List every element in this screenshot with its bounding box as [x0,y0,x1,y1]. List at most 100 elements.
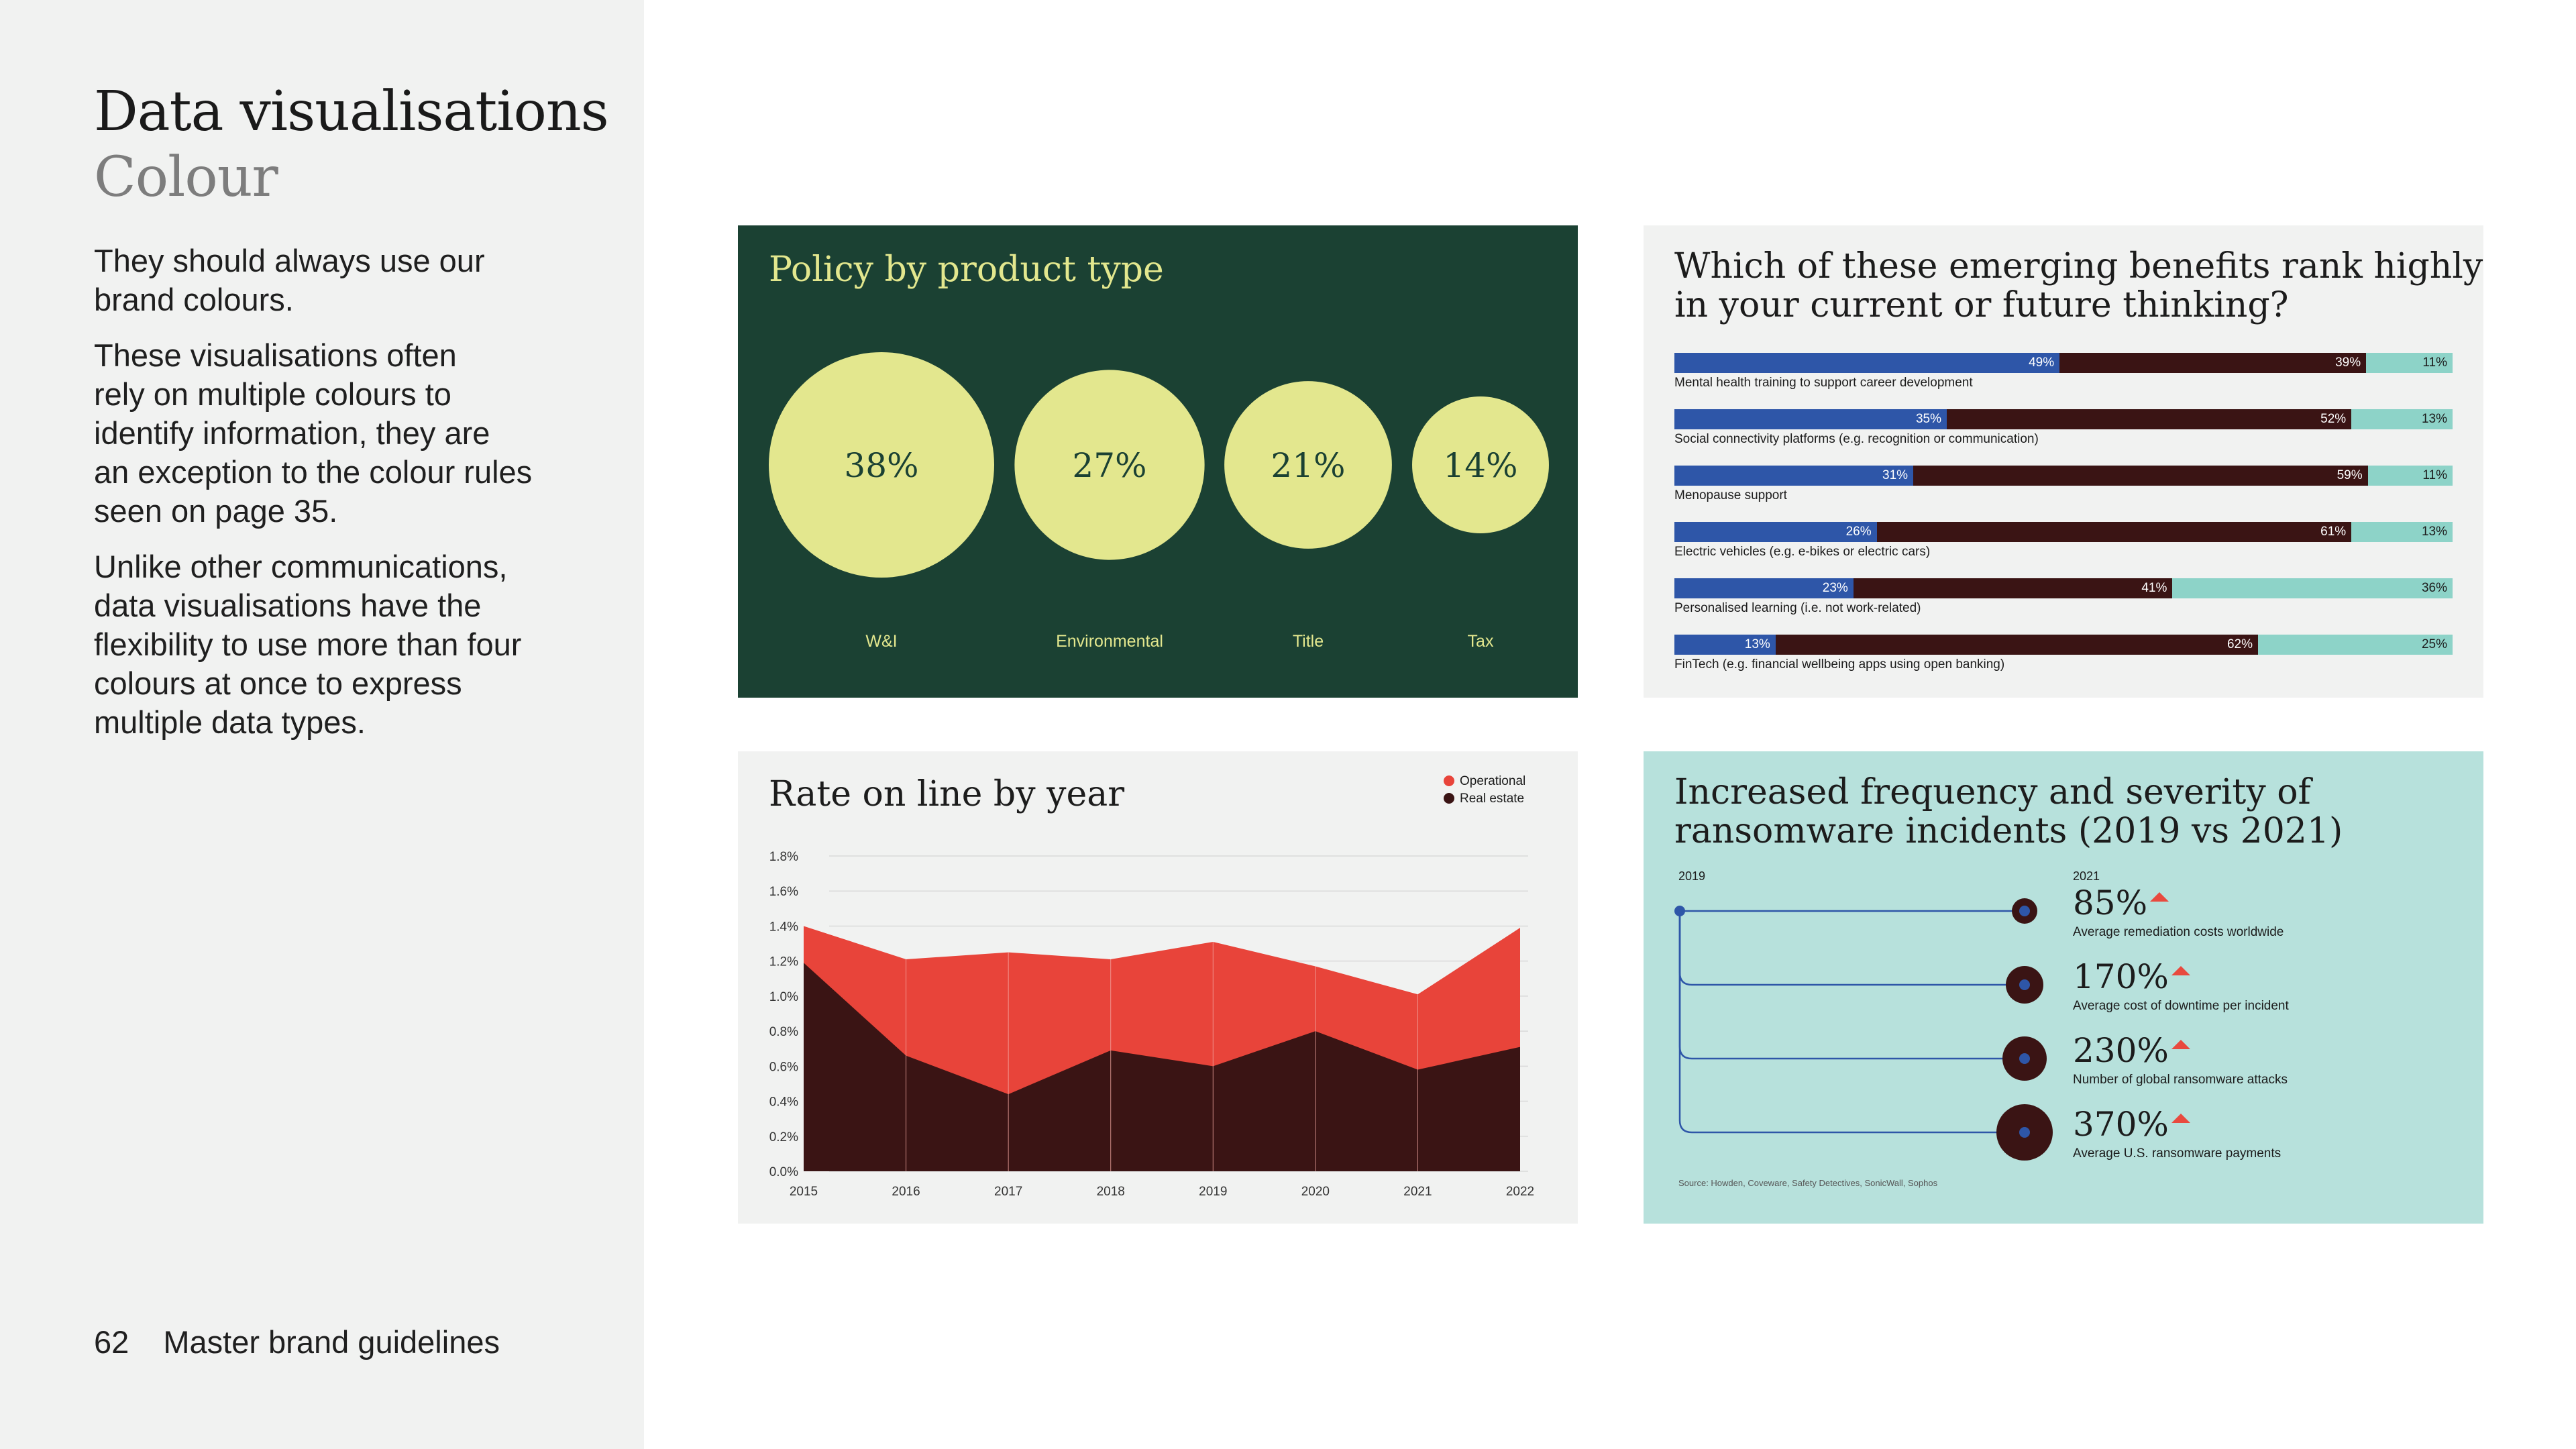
x-tick-label: 2020 [1301,1185,1330,1199]
segment-value-label: 52% [2320,412,2347,426]
bubble [1224,381,1392,549]
paragraph: Unlike other communications, data visual… [94,549,522,740]
rate-chart-panel: Rate on line by year 0.0% 0.2% 0.4% 0.6% 0.8… [738,751,1578,1224]
bubble [1014,370,1205,560]
bar-row: 31% 59% 11% Menopause support [1674,466,2453,504]
arrow-up-icon [2171,966,2190,975]
bar-row: 35% 52% 13% Social connectivity platforms (… [1674,409,2453,447]
x-tick-label: 2015 [790,1185,818,1199]
stat-value: 170% [2073,957,2169,996]
segment-value-label: 62% [2226,637,2253,651]
connector-diagram [1674,898,2053,1161]
chart-title: Rate on line by year [769,774,1125,814]
bar-segment: 39% [2059,353,2367,373]
bar-category-label: Menopause support [1674,488,1787,502]
connector-line [1678,911,2025,1134]
y-tick-label: 1.4% [769,920,798,934]
legend-marker [1444,793,1454,804]
segment-value-label: 11% [2422,468,2447,482]
area-chart: 0.0% 0.2% 0.4% 0.6% 0.8% 1.0% 1.2% 1.4% 1.6% 1.8%… [769,774,1534,1199]
source-note: Source: Howden, Coveware, Safety Detecti… [1678,1178,1938,1188]
ransomware-panel: Increased frequency and severity of rans… [1644,751,2483,1224]
stat-description: Average remediation costs worldwide [2073,925,2284,939]
segment-value-label: 49% [2029,356,2055,370]
stat-value: 230% [2073,1031,2169,1070]
paragraph: They should always use our brand colours… [94,243,485,317]
arrow-up-icon [2171,1040,2190,1049]
y-tick-label: 0.0% [769,1165,798,1179]
bar-segment: 35% [1674,409,1947,429]
bar-row: 13% 62% 25% FinTech (e.g. financial wellbei… [1674,635,2453,673]
y-tick-label: 1.2% [769,955,798,969]
bar-segment: 49% [1674,353,2060,373]
bar-category-label: Personalised learning (i.e. not work-rel… [1674,601,1921,615]
x-tick-label: 2018 [1097,1185,1125,1199]
x-tick-label: 2022 [1506,1185,1534,1199]
legend-label: Real estate [1460,792,1524,806]
bar-segment: 62% [1775,635,2258,655]
stat-description: Average cost of downtime per incident [2073,999,2289,1013]
bar-segment: 36% [2172,578,2453,598]
bar-category-label: Mental health training to support career… [1674,376,1973,390]
paragraph: These visualisations often rely on multi… [94,337,533,529]
bar-segment: 11% [2366,353,2453,373]
year-start-label: 2019 [1678,869,1706,883]
segment-value-label: 13% [2421,525,2447,539]
bar-segment: 13% [2351,409,2453,429]
segment-value-label: 31% [1882,468,1909,482]
stat-description: Number of global ransomware attacks [2073,1073,2288,1087]
bar-track: 23% 41% 36% [1674,578,2453,598]
x-tick-label: 2021 [1403,1185,1432,1199]
benefits-chart-panel: Which of these emerging benefits rank hi… [1644,225,2483,698]
stat-item: 85% Average remediation costs worldwide [2073,884,2284,941]
bubble-value-label: 27% [1072,446,1146,485]
bubble [769,352,994,578]
page-subtitle: Colour [94,146,278,209]
chart-title: Which of these emerging benefits rank hi… [1674,246,2483,325]
bubble-value-label: 14% [1443,446,1517,485]
stat-item: 370% Average U.S. ransomware payments [2073,1106,2281,1162]
segment-value-label: 35% [1915,412,1941,426]
x-tick-label: 2016 [892,1185,920,1199]
y-tick-label: 0.8% [769,1025,798,1039]
bar-segment: 26% [1674,522,1877,542]
policy-chart-panel: Policy by product type 38% W&I 27% Environm… [738,225,1578,698]
x-tick-label: 2017 [994,1185,1022,1199]
segment-value-label: 23% [1822,581,1848,595]
bar-segment: 25% [2257,635,2453,655]
segment-value-label: 13% [1744,637,1770,651]
x-tick-label: 2019 [1199,1185,1227,1199]
page-title: Data visualisations [94,80,609,144]
segment-value-label: 59% [2337,468,2363,482]
segment-value-label: 25% [2421,637,2447,651]
bar-track: 13% 62% 25% [1674,635,2453,655]
y-tick-label: 0.2% [769,1130,798,1144]
category-label: Environmental [1056,632,1163,651]
bar-segment: 61% [1876,522,2352,542]
bubble [1412,396,1549,533]
bar-category-label: Electric vehicles (e.g. e-bikes or elect… [1674,545,1931,559]
bar-segment: 13% [2351,522,2453,542]
segment-value-label: 26% [1845,525,1872,539]
segment-value-label: 11% [2422,356,2447,370]
segment-value-label: 36% [2421,581,2447,595]
legend-marker [1444,775,1454,786]
stat-value: 85% [2073,883,2148,922]
bar-track: 35% 52% 13% [1674,409,2453,429]
bar-row: 26% 61% 13% Electric vehicles (e.g. e-bikes… [1674,522,2453,560]
y-tick-label: 0.4% [769,1095,798,1110]
bar-segment: 52% [1947,409,2352,429]
year-end-label: 2021 [2073,869,2100,883]
chart-title: Policy by product type [769,250,1164,290]
body-copy: They should always use our brand colours… [94,241,590,759]
infographic-title: Increased frequency and severity of rans… [1674,772,2343,851]
segment-value-label: 61% [2320,525,2347,539]
category-label: Tax [1468,632,1494,651]
page-number: 62 [94,1324,129,1360]
bar-row: 49% 39% 11% Mental health training to suppo… [1674,353,2453,391]
y-tick-label: 1.6% [769,885,798,899]
connector-line [1678,911,2025,986]
legend-label: Operational [1460,774,1525,788]
stat-value: 370% [2073,1105,2169,1144]
y-tick-label: 0.6% [769,1060,798,1074]
